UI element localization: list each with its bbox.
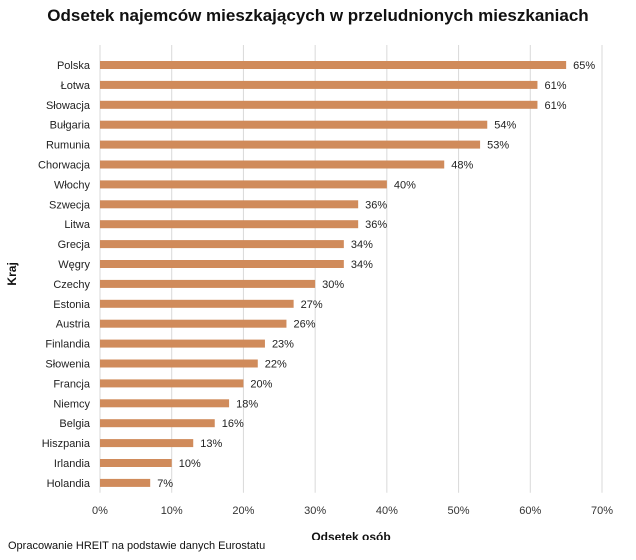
y-tick-label: Hiszpania: [42, 438, 91, 450]
x-tick-label: 0%: [92, 505, 108, 517]
y-tick-label: Czechy: [53, 279, 90, 291]
bar: [100, 260, 344, 268]
y-tick-label: Szwecja: [49, 199, 91, 211]
data-label: 34%: [351, 239, 373, 251]
y-tick-label: Francja: [53, 378, 91, 390]
data-label: 7%: [157, 478, 173, 490]
source-note: Opracowanie HREIT na podstawie danych Eu…: [8, 540, 266, 552]
data-label: 26%: [293, 319, 315, 331]
bar: [100, 299, 294, 308]
data-label: 36%: [365, 219, 387, 231]
data-label: 16%: [222, 418, 244, 430]
y-tick-label: Chorwacja: [38, 160, 91, 172]
x-axis-label: Odsetek osób: [311, 530, 390, 540]
x-tick-label: 10%: [161, 505, 183, 517]
bar: [100, 399, 230, 408]
data-label: 65%: [573, 60, 595, 72]
y-tick-label: Słowacja: [46, 100, 91, 112]
bar: [100, 279, 316, 288]
data-label: 40%: [394, 179, 416, 191]
data-label: 23%: [272, 339, 294, 351]
y-tick-label: Węgry: [58, 259, 90, 271]
bar: [100, 359, 258, 368]
bar: [100, 200, 359, 209]
bar: [100, 100, 538, 109]
data-label: 13%: [200, 438, 222, 450]
bar: [100, 180, 387, 189]
y-tick-label: Litwa: [64, 219, 91, 231]
y-tick-label: Austria: [56, 319, 91, 331]
y-tick-label: Rumunia: [46, 140, 91, 152]
bar: [100, 61, 567, 69]
bar: [100, 80, 538, 89]
y-tick-label: Polska: [57, 60, 91, 72]
x-tick-label: 50%: [448, 505, 470, 517]
y-tick-label: Irlandia: [54, 458, 91, 470]
data-label: 34%: [351, 259, 373, 271]
x-tick-label: 40%: [376, 505, 398, 517]
y-axis-label: Kraj: [5, 262, 19, 285]
y-tick-label: Słowenia: [45, 359, 91, 371]
data-label: 18%: [236, 398, 258, 410]
data-label: 54%: [494, 120, 516, 132]
data-label: 53%: [487, 140, 509, 152]
x-tick-label: 30%: [304, 505, 326, 517]
bar-chart: 0% 10% 20% 30% 40% 50% 60% 70% Polska 65% Łotwa 61%…: [5, 45, 613, 540]
bar: [100, 439, 194, 448]
bar: [100, 419, 215, 428]
bar: [100, 319, 287, 328]
data-label: 61%: [544, 80, 566, 92]
bar: [100, 379, 244, 388]
bar: [100, 220, 359, 229]
y-tick-label: Bułgaria: [50, 120, 91, 132]
data-label: 27%: [301, 299, 323, 311]
bar: [100, 478, 151, 487]
y-tick-label: Finlandia: [45, 339, 91, 351]
data-label: 22%: [265, 359, 287, 371]
data-label: 10%: [179, 458, 201, 470]
data-label: 30%: [322, 279, 344, 291]
bar: [100, 339, 265, 348]
bar: [100, 160, 445, 169]
y-tick-label: Grecja: [58, 239, 91, 251]
bar: [100, 140, 481, 149]
bar: [100, 120, 488, 129]
y-tick-label: Niemcy: [53, 398, 90, 410]
bar: [100, 240, 344, 249]
y-tick-label: Włochy: [54, 179, 91, 191]
x-tick-label: 60%: [519, 505, 541, 517]
bar: [100, 459, 172, 467]
data-label: 36%: [365, 199, 387, 211]
x-tick-label: 70%: [591, 505, 613, 517]
y-tick-label: Estonia: [53, 299, 91, 311]
chart-title: Odsetek najemców mieszkających w przelud…: [47, 6, 589, 25]
y-tick-label: Belgia: [59, 418, 90, 430]
data-label: 61%: [544, 100, 566, 112]
y-tick-label: Holandia: [47, 478, 91, 490]
x-tick-label: 20%: [232, 505, 254, 517]
data-label: 20%: [250, 378, 272, 390]
data-label: 48%: [451, 160, 473, 172]
y-tick-label: Łotwa: [61, 80, 91, 92]
